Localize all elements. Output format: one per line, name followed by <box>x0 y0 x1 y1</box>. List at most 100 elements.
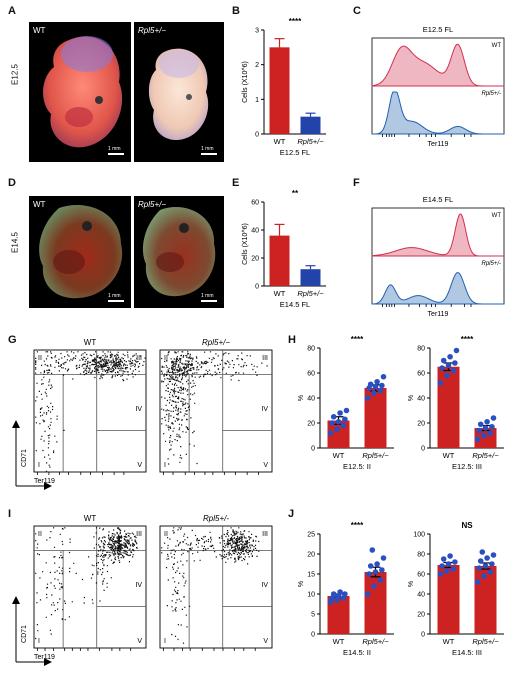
data-point <box>377 387 384 394</box>
panel-label-f: F <box>353 177 360 189</box>
panel-label-b: B <box>232 5 240 17</box>
data-point <box>343 407 350 414</box>
histogram-label-wt: WT <box>492 43 502 49</box>
genotype-text-mut-d: Rpl5+/− <box>138 200 167 209</box>
quadrant-label: I <box>38 638 40 645</box>
data-point <box>379 567 385 573</box>
panel-label-d: D <box>8 177 16 189</box>
x-axis-label: Ter119 <box>34 478 55 485</box>
data-point <box>337 410 343 416</box>
y-tick-label: 20 <box>417 421 425 428</box>
histogram-title: E12.5 FL <box>423 25 453 34</box>
dot-bar-chart-j1: 0 5 10 15 20 25% WT Rpl5+/− E14.5: II **** <box>298 521 394 657</box>
genotype-label-mut-a: Rpl5+/− <box>138 26 166 35</box>
data-point <box>477 421 484 428</box>
significance-label: **** <box>351 335 364 344</box>
data-point <box>327 430 334 436</box>
y-tick-label: 1 <box>255 97 259 104</box>
y-axis-label: CD71 <box>21 625 28 643</box>
quadrant-label: III <box>262 355 268 362</box>
x-axis-label: E14.5 FL <box>280 300 310 309</box>
y-axis-label: Cells (X10^6) <box>242 223 249 265</box>
data-point <box>371 583 377 589</box>
data-point <box>447 353 453 360</box>
data-point <box>484 555 490 561</box>
panel-label-g: G <box>8 334 17 346</box>
y-axis-label: % <box>298 581 305 587</box>
y-tick-label: 20 <box>251 256 259 263</box>
data-point <box>380 373 387 380</box>
bar-wt <box>269 47 290 134</box>
panel-label-c: C <box>353 5 361 17</box>
histogram-curve-mut <box>371 271 504 305</box>
stage-label-e125: E12.5 <box>10 64 20 85</box>
histogram-label-mut: Rpl5+/- <box>481 261 501 267</box>
x-axis-arrowhead <box>44 658 52 666</box>
scale-text-a2: 1 mm <box>201 146 214 152</box>
data-point <box>329 420 335 426</box>
y-axis-label: % <box>408 395 415 401</box>
bar-mut <box>300 116 321 134</box>
data-point <box>377 577 384 583</box>
y-tick-label: 40 <box>417 592 425 599</box>
x-axis-label: E14.5: III <box>452 648 482 657</box>
data-point <box>364 591 371 597</box>
flow-events <box>161 527 260 644</box>
data-point <box>364 395 371 401</box>
category-label: Rpl5+/− <box>297 289 324 298</box>
embryo-photo-mut-e125 <box>134 22 224 162</box>
data-point <box>440 357 447 364</box>
data-point <box>489 561 495 567</box>
embryo-illustration-wt-e125 <box>43 36 123 148</box>
y-tick-label: 0 <box>311 632 315 639</box>
data-point <box>450 367 457 374</box>
data-point <box>444 372 450 379</box>
histogram-curve-wt <box>371 43 505 87</box>
dot-bar-chart-h1: 0 20 40 60 80% WT Rpl5+/− E12.5: II **** <box>298 335 394 471</box>
data-point <box>482 563 489 569</box>
quadrant-label: II <box>164 531 168 538</box>
histogram-label-wt: WT <box>492 213 502 219</box>
data-point <box>481 573 487 579</box>
y-tick-label: 5 <box>311 612 315 619</box>
flow-plot-frame <box>159 349 273 473</box>
bar-mut <box>300 269 321 286</box>
y-tick-label: 40 <box>251 228 259 235</box>
data-point <box>490 415 497 421</box>
flow-plot-frame <box>159 525 273 649</box>
panel-label-j: J <box>288 508 295 520</box>
category-label: WT <box>443 637 455 646</box>
genotype-label-mut-d: Rpl5+/− <box>138 200 166 209</box>
data-point <box>476 565 482 571</box>
data-point <box>477 558 484 564</box>
scale-bar-d1 <box>108 300 124 302</box>
data-point <box>447 553 453 559</box>
y-tick-label: 0 <box>421 446 425 453</box>
y-axis-label: % <box>298 395 305 401</box>
data-point <box>476 427 482 434</box>
embryo-illustration-wt-e145 <box>39 205 123 299</box>
data-point <box>489 423 495 430</box>
category-label: WT <box>274 289 286 298</box>
y-axis-arrowhead <box>12 596 20 604</box>
category-label: Rpl5+/− <box>472 451 499 460</box>
y-axis-label: Cells (X10^6) <box>242 61 249 103</box>
quadrant-label: III <box>136 355 142 362</box>
y-tick-label: 20 <box>417 612 425 619</box>
y-tick-label: 0 <box>255 284 259 291</box>
y-tick-label: 20 <box>307 552 315 559</box>
quadrant-label: V <box>137 462 142 469</box>
flow-events <box>35 351 146 472</box>
x-axis-arrowhead <box>44 482 52 490</box>
quadrant-label: V <box>137 638 142 645</box>
x-axis-label: Ter119 <box>34 654 55 661</box>
data-point <box>372 569 379 575</box>
y-tick-label: 80 <box>417 552 425 559</box>
histogram-curve-wt <box>371 213 504 257</box>
data-point <box>444 568 450 574</box>
data-point <box>445 362 452 369</box>
category-label: Rpl5+/− <box>362 451 389 460</box>
flow-plot-title: Rpl5+/- <box>203 514 229 523</box>
